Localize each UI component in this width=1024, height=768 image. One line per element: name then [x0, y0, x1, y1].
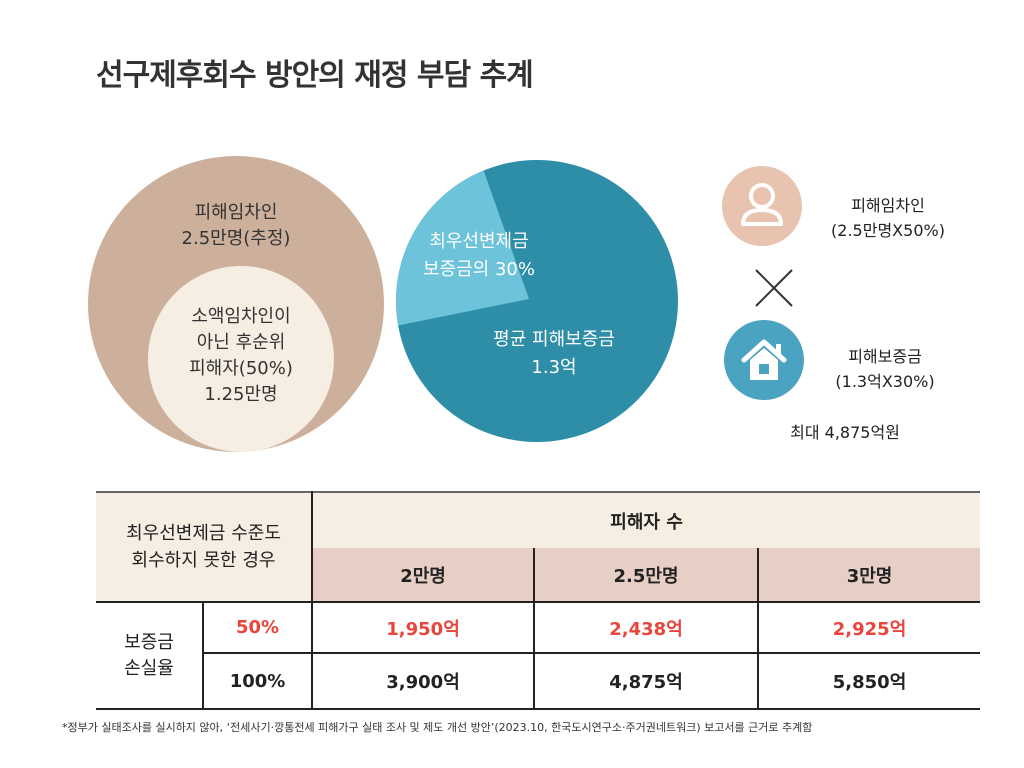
table-cell: 2,438억 — [533, 602, 760, 653]
page-title: 선구제후회수 방안의 재정 부담 추계 — [96, 58, 534, 93]
footnote: *정부가 실태조사를 실시하지 않아, ‘전세사기·깡통전세 피해가구 실태 조… — [62, 721, 813, 734]
pie-small-label: 최우선변제금 보증금의 30% — [423, 231, 535, 280]
house-icon — [724, 320, 804, 400]
table-cell: 2,925억 — [832, 618, 907, 640]
victims-calc-label: 피해임차인 (2.5만명X50%) — [831, 196, 945, 240]
table-cell: 1,950억 — [386, 618, 460, 640]
column-header: 2.5만명 — [533, 548, 760, 602]
table-cell: 4,875억 — [533, 653, 760, 709]
burden-table: 최우선변제금 수준도 회수하지 못한 경우 피해자 수 2만명 2.5만명 3만… — [96, 491, 981, 710]
victims-diagram: 피해임차인 2.5만명(추정) 소액임차인이 아닌 후순위 피해자(50%) 1… — [88, 156, 945, 452]
column-header: 3만명 — [758, 548, 981, 602]
victims-circle-label: 피해임차인 2.5만명(추정) — [181, 202, 291, 249]
table-corner-header: 최우선변제금 수준도 회수하지 못한 경우 — [96, 492, 314, 602]
multiply-icon — [755, 269, 793, 307]
rate-cell: 50% — [201, 602, 314, 653]
victims-count-header: 피해자 수 — [312, 492, 981, 548]
pie-slice-small — [396, 170, 529, 326]
rate-cell: 100% — [201, 653, 314, 709]
subset-circle-label: 소액임차인이 아닌 후순위 피해자(50%) 1.25만명 — [189, 306, 293, 405]
person-icon — [722, 166, 802, 246]
deposit-pie — [396, 160, 678, 442]
pie-large-label: 평균 피해보증금 1.3억 — [493, 329, 615, 378]
deposit-calc-label: 피해보증금 (1.3억X30%) — [835, 347, 935, 391]
row-group-label: 보증금 손실율 — [96, 602, 203, 710]
column-header: 2만명 — [312, 548, 535, 602]
calc-result: 최대 4,875억원 — [790, 423, 900, 442]
table-cell: 5,850억 — [832, 672, 907, 693]
subset-circle — [148, 266, 334, 452]
table-cell: 3,900억 — [386, 672, 460, 693]
